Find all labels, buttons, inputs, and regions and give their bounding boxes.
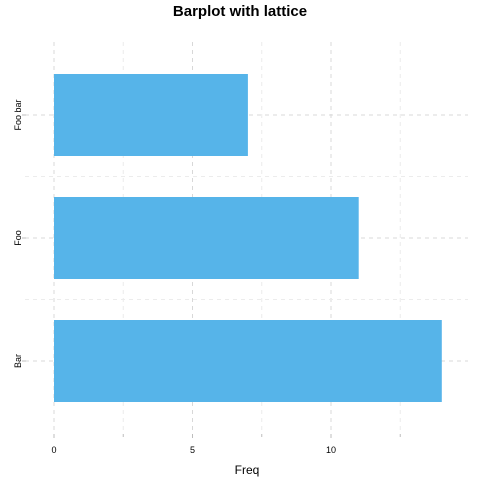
chart-title: Barplot with lattice [173, 3, 307, 20]
axis-ticks [22, 114, 401, 438]
bar-bar [54, 320, 442, 402]
tick-labels: 0 5 10 Bar Foo Foo bar [13, 99, 336, 455]
y-tick-label: Foo bar [13, 99, 23, 130]
y-tick-label: Bar [13, 354, 23, 368]
x-tick-label: 5 [190, 445, 195, 455]
bars [54, 74, 442, 402]
x-tick-label: 10 [326, 445, 336, 455]
x-tick-label: 0 [51, 445, 56, 455]
y-tick-label: Foo [13, 230, 23, 246]
x-axis-title: Freq [235, 463, 260, 477]
bar-foo-bar [54, 74, 248, 156]
bar-foo [54, 197, 359, 279]
